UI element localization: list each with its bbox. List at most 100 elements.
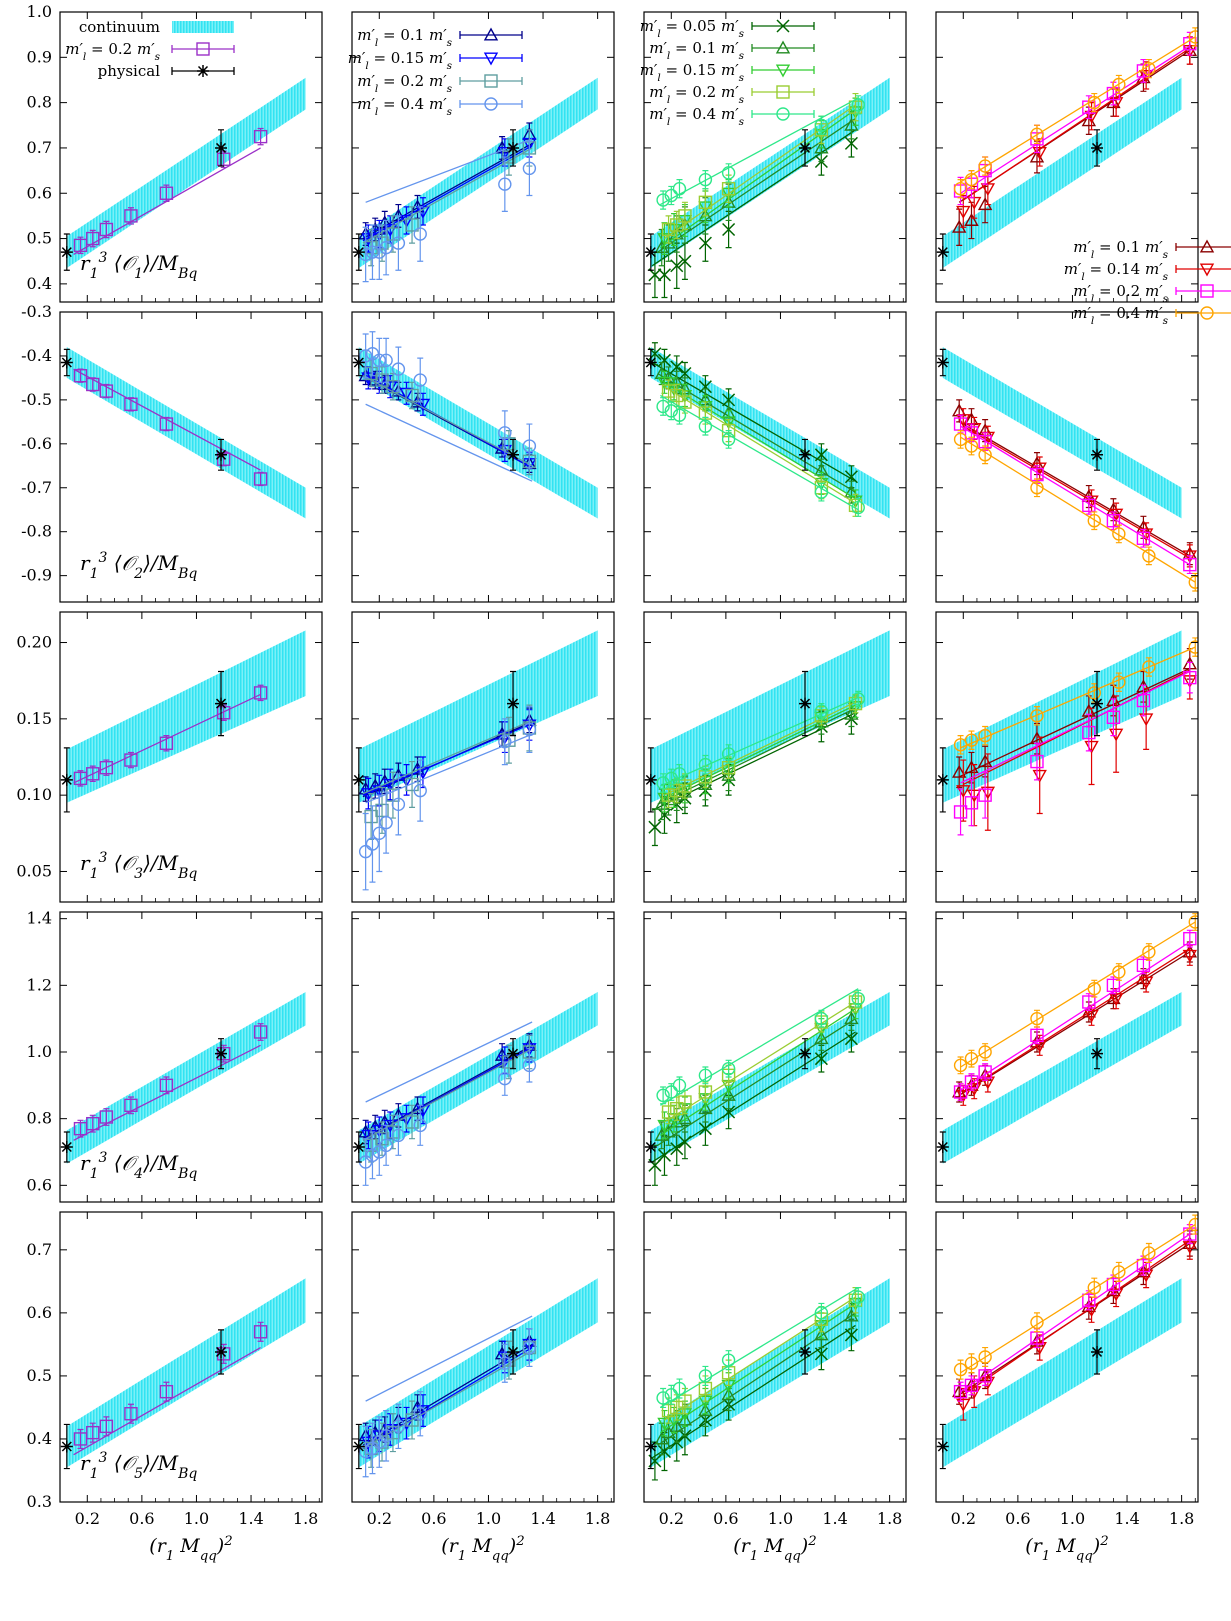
data-point [372, 245, 386, 259]
series-p2_0.4 [358, 706, 537, 891]
data-point [657, 353, 671, 367]
fit-line [362, 719, 533, 795]
error-bar [1036, 736, 1043, 815]
physical-point [215, 1345, 228, 1358]
data-point [1112, 965, 1126, 979]
plot-area [60, 77, 306, 271]
data-point [159, 1078, 174, 1093]
error-bar [362, 226, 369, 283]
y-tick-label: -0.7 [21, 478, 52, 497]
data-point [678, 1394, 692, 1408]
series-physical [352, 670, 520, 813]
series-physical [60, 129, 228, 271]
y-tick-label: 1.4 [27, 909, 52, 928]
error-bar [376, 337, 383, 383]
legend-line [171, 45, 235, 53]
data-point [217, 452, 231, 466]
data-point [844, 1032, 858, 1046]
data-point [721, 1061, 736, 1076]
panel-frame [935, 911, 1199, 1203]
error-bar [383, 337, 390, 383]
series-p2_0.2 [362, 704, 537, 841]
physical-point [1091, 448, 1104, 461]
data-point [358, 247, 373, 262]
data-point [1138, 713, 1154, 727]
error-bar [1140, 684, 1147, 717]
data-point [848, 100, 863, 114]
fit-line [962, 948, 1191, 1093]
x-tick-label: 1.8 [877, 1509, 902, 1528]
continuum-band [650, 347, 890, 519]
panel-frame [351, 611, 615, 903]
data-point [1082, 1293, 1096, 1307]
data-point [498, 1071, 512, 1086]
fit-line [73, 1044, 261, 1141]
data-point [1087, 514, 1101, 528]
data-point [99, 1110, 114, 1124]
data-point [253, 472, 268, 486]
physical-point [60, 1141, 73, 1153]
fit-line [660, 696, 859, 787]
data-point [217, 1347, 231, 1361]
fit-line [365, 1021, 533, 1103]
error-bar [501, 156, 508, 212]
y-tick-label: 0.5 [27, 229, 52, 248]
error-bar [383, 219, 390, 276]
legend-label: m′l = 0.1 m′s [649, 39, 744, 62]
legend-marker [197, 65, 209, 77]
panel-frame [935, 11, 1199, 303]
data-point [1142, 549, 1156, 563]
panel-frame [59, 911, 323, 1203]
legend-marker [1199, 263, 1215, 277]
error-bar [395, 773, 402, 836]
error-bar [103, 759, 110, 776]
error-bar [1033, 742, 1040, 781]
error-bar [501, 718, 508, 766]
row-label: r13 ⟨𝒪1⟩/MBq [80, 250, 197, 282]
data-point [964, 1075, 979, 1089]
fit-line [960, 941, 1191, 1091]
y-tick-label: 1.2 [27, 975, 52, 994]
panel-frame [59, 611, 323, 903]
series-p4_0.2 [953, 929, 1197, 1101]
series-physical [352, 348, 520, 471]
data-point [358, 349, 373, 363]
legend-marker [196, 42, 210, 56]
error-bar [369, 224, 376, 280]
physical-point [215, 697, 228, 710]
legend-label: m′l = 0.15 m′s [640, 61, 745, 84]
data-point [1106, 978, 1121, 993]
data-point [1030, 1011, 1044, 1026]
data-point [648, 820, 662, 834]
fit-line [362, 1350, 533, 1449]
panel-frame [643, 311, 907, 603]
error-bar [419, 1394, 426, 1427]
legend-marker [775, 64, 791, 78]
data-point [217, 152, 231, 166]
physical-point [215, 448, 228, 461]
physical-point [799, 697, 812, 710]
error-bar [395, 1114, 402, 1156]
series-physical [936, 670, 1104, 813]
data-point [698, 380, 712, 394]
error-bar [89, 765, 96, 783]
error-bar [369, 805, 376, 883]
data-point [672, 1078, 687, 1093]
error-bar [417, 206, 424, 262]
fit-line [960, 921, 1196, 1068]
legend-label: physical [98, 62, 161, 80]
data-point [522, 1058, 537, 1073]
physical-point [215, 141, 228, 154]
series-p4_0.2 [953, 661, 1197, 836]
plot-area [644, 77, 890, 299]
legend-line [459, 77, 523, 85]
y-tick-label: -0.6 [21, 434, 52, 453]
data-point [978, 1369, 992, 1383]
data-point [851, 1290, 865, 1304]
error-bar [417, 759, 424, 822]
data-point [1082, 725, 1096, 740]
plot-area [936, 1214, 1198, 1470]
physical-point [60, 773, 73, 786]
physical-point [352, 1141, 365, 1153]
data-point [372, 1145, 386, 1159]
